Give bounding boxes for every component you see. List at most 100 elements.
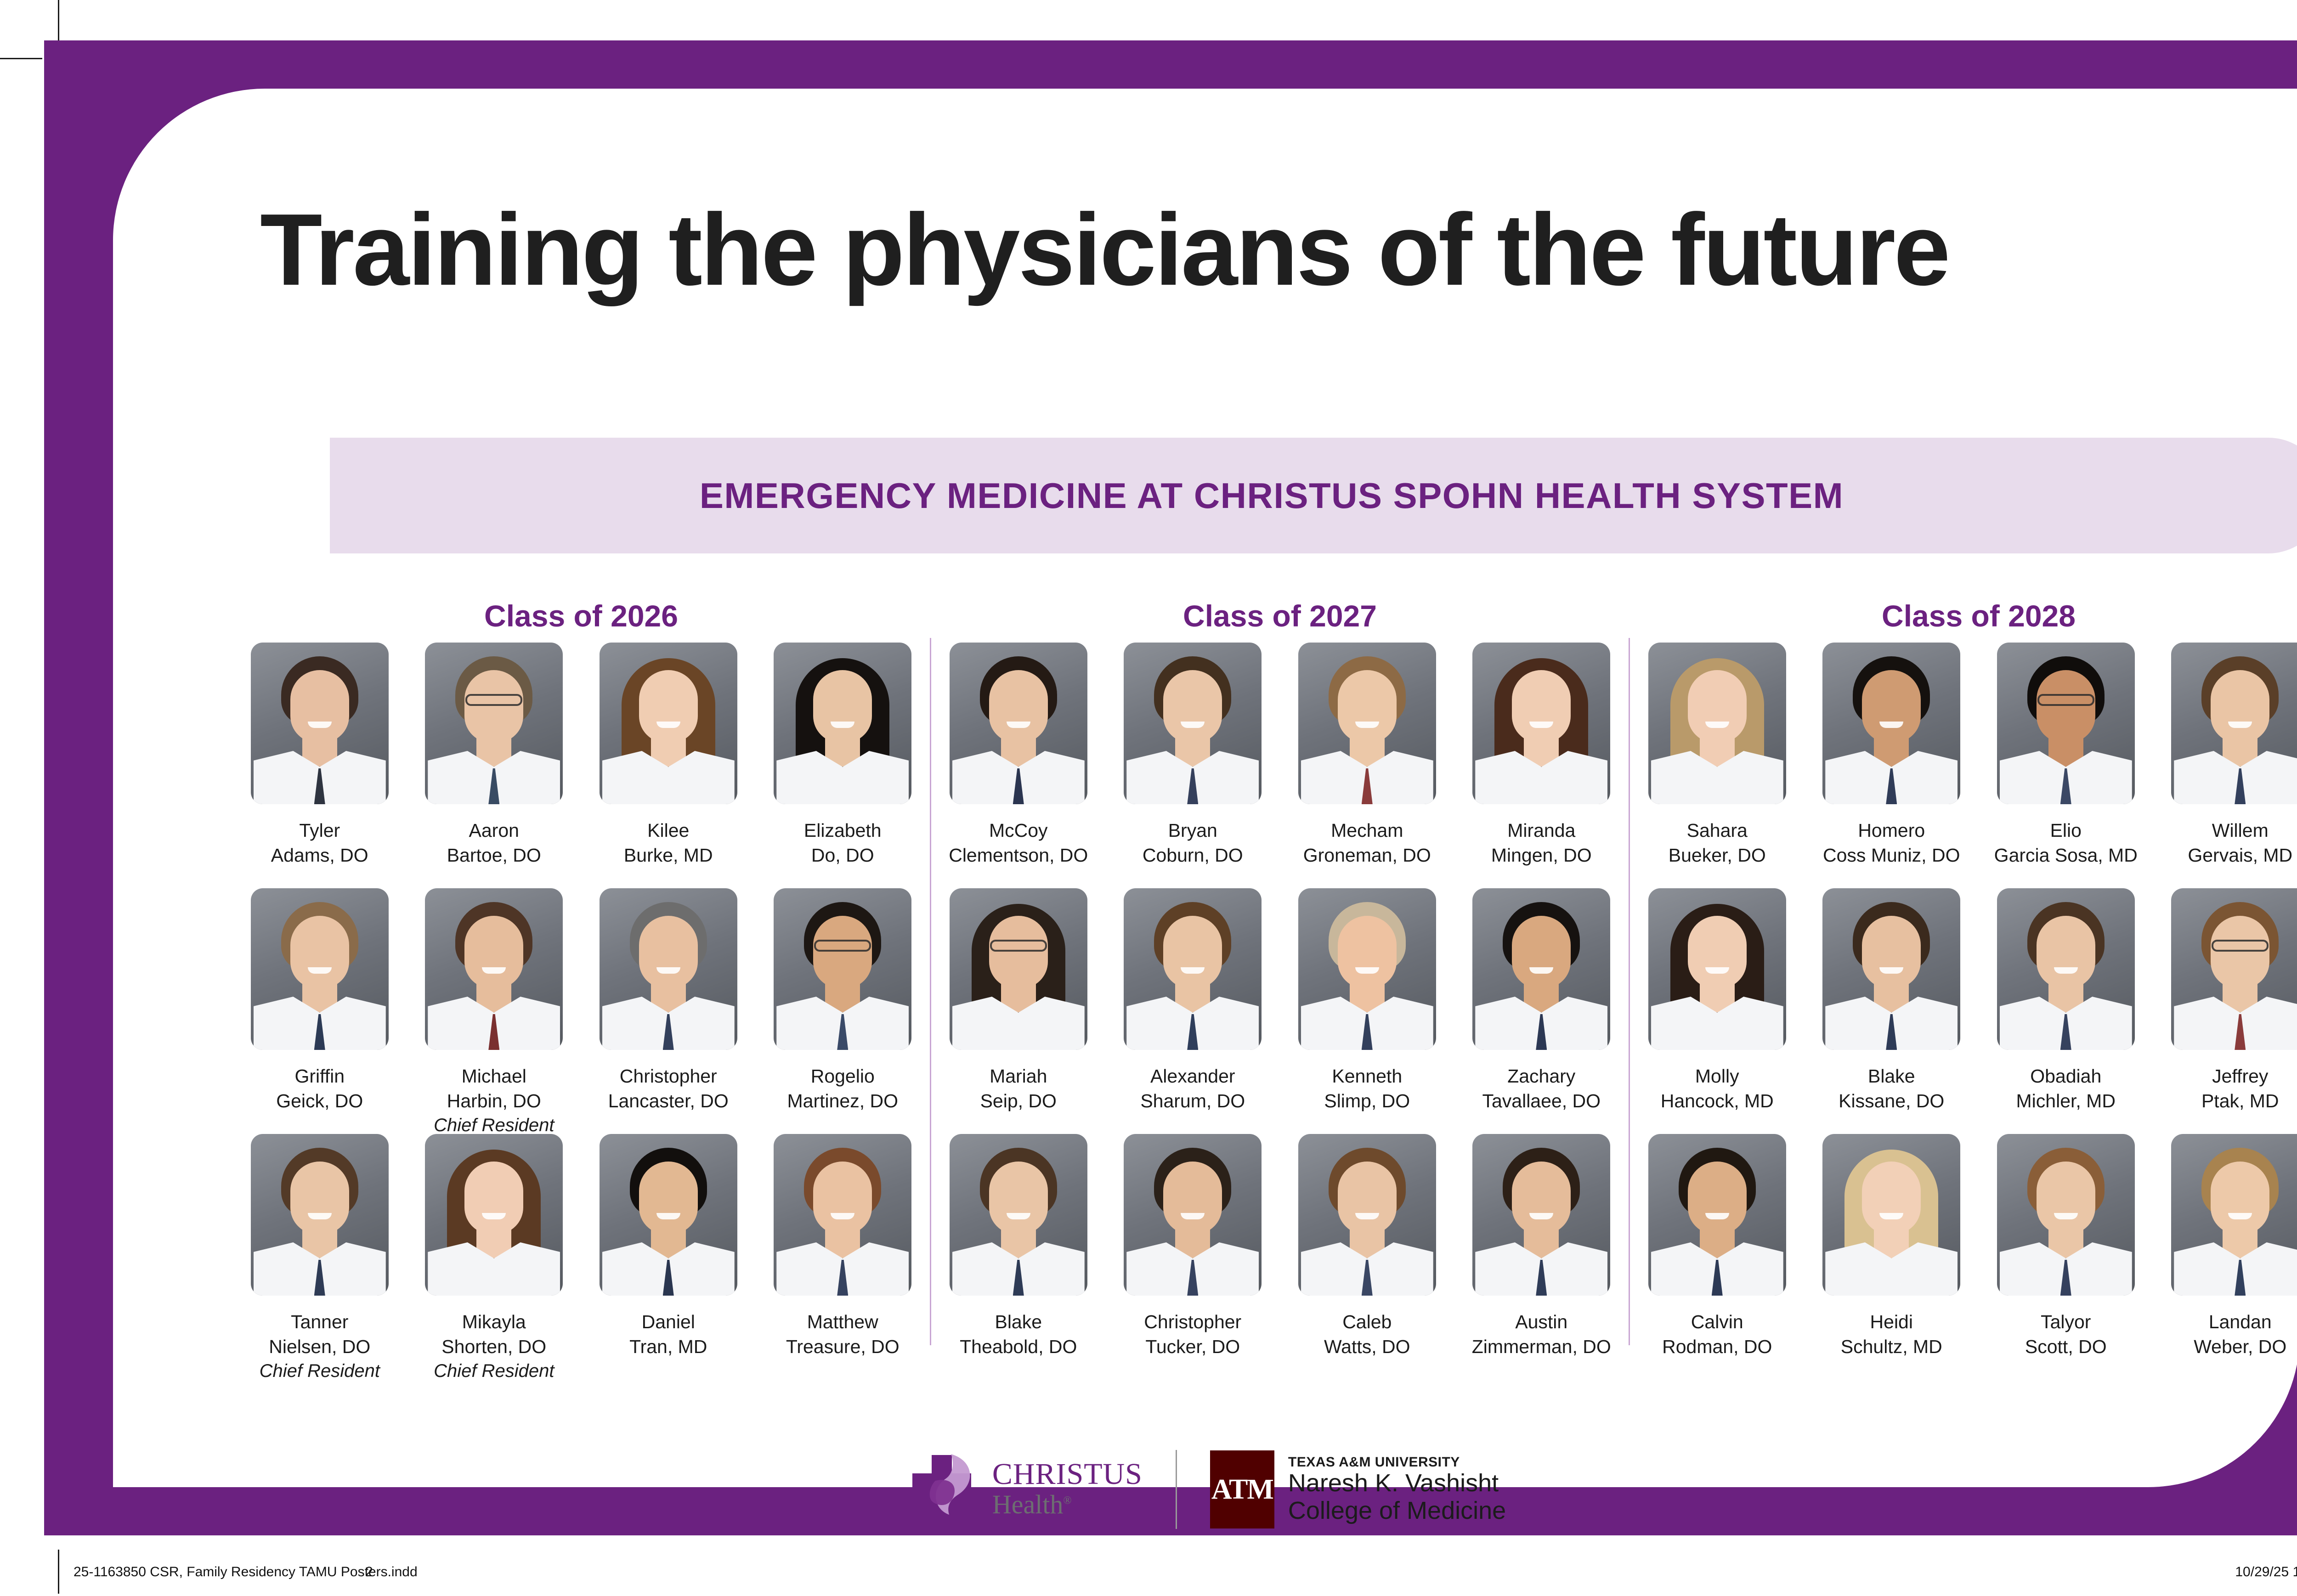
resident-last-name: Bartoe, DO (447, 845, 541, 866)
resident-last-name: Zimmerman, DO (1471, 1336, 1611, 1358)
resident-name-block: Heidi Schultz, MD (1805, 1309, 1979, 1359)
resident-card[interactable]: Calvin Rodman, DO (1630, 1134, 1805, 1380)
resident-last-name: Bueker, DO (1668, 845, 1766, 866)
resident-card[interactable]: Christopher Lancaster, DO (581, 888, 756, 1134)
resident-card[interactable]: Caleb Watts, DO (1280, 1134, 1454, 1380)
avatar-smile (1705, 722, 1729, 728)
resident-name-block: Mecham Groneman, DO (1280, 818, 1454, 868)
resident-card[interactable]: Landan Weber, DO (2153, 1134, 2297, 1380)
tamu-college-line: College of Medicine (1288, 1496, 1506, 1524)
resident-last-name: Watts, DO (1324, 1336, 1410, 1358)
resident-first-name: Molly (1695, 1066, 1739, 1087)
resident-name-block: Blake Theabold, DO (931, 1309, 1106, 1359)
avatar-face (2211, 916, 2270, 988)
resident-name-block: Kenneth Slimp, DO (1280, 1064, 1454, 1113)
texas-am-atm-icon: ATM (1210, 1450, 1274, 1528)
resident-card[interactable]: Talyor Scott, DO (1979, 1134, 2153, 1380)
avatar-glasses-icon (814, 940, 871, 952)
resident-first-name: McCoy (989, 820, 1048, 841)
resident-first-name: Kenneth (1332, 1066, 1403, 1087)
resident-card[interactable]: Kilee Burke, MD (581, 643, 756, 888)
avatar-smile (1879, 1213, 1904, 1219)
resident-first-name: Obadiah (2030, 1066, 2102, 1087)
resident-card[interactable]: Kenneth Slimp, DO (1280, 888, 1454, 1134)
resident-name-block: Austin Zimmerman, DO (1454, 1309, 1629, 1359)
resident-card[interactable]: Zachary Tavallaee, DO (1454, 888, 1629, 1134)
resident-last-name: Shorten, DO (441, 1336, 547, 1358)
resident-name-block: Michael Harbin, DO Chief Resident (407, 1064, 582, 1138)
resident-card[interactable]: McCoy Clementson, DO (931, 643, 1106, 888)
resident-last-name: Schultz, MD (1840, 1336, 1942, 1358)
resident-name-block: Bryan Coburn, DO (1106, 818, 1280, 868)
avatar-face (290, 670, 349, 743)
resident-role: Chief Resident (434, 1115, 554, 1136)
resident-card[interactable]: Blake Theabold, DO (931, 1134, 1106, 1380)
resident-name-block: Tanner Nielsen, DO Chief Resident (232, 1309, 407, 1383)
resident-card[interactable]: Alexander Sharum, DO (1106, 888, 1280, 1134)
resident-card[interactable]: Christopher Tucker, DO (1106, 1134, 1280, 1380)
avatar (1648, 888, 1786, 1050)
avatar-smile (1529, 1213, 1554, 1219)
avatar-smile (307, 722, 332, 728)
resident-name-block: Sahara Bueker, DO (1630, 818, 1805, 868)
resident-card[interactable]: Tyler Adams, DO (232, 643, 407, 888)
resident-card[interactable]: Tanner Nielsen, DO Chief Resident (232, 1134, 407, 1383)
resident-role: Chief Resident (434, 1361, 554, 1382)
resident-first-name: Kilee (647, 820, 690, 841)
resident-card[interactable]: Michael Harbin, DO Chief Resident (407, 888, 582, 1135)
avatar-smile (831, 722, 855, 728)
resident-name-block: Landan Weber, DO (2153, 1309, 2297, 1359)
resident-name-block: Miranda Mingen, DO (1454, 818, 1629, 868)
resident-card[interactable]: Daniel Tran, MD (581, 1134, 756, 1380)
resident-name-block: Mikayla Shorten, DO Chief Resident (407, 1309, 582, 1383)
resident-last-name: Geick, DO (276, 1090, 363, 1112)
avatar (1472, 1134, 1611, 1296)
resident-first-name: Landan (2208, 1311, 2272, 1332)
avatar (2171, 1134, 2297, 1296)
tamu-university-line: TEXAS A&M UNIVERSITY (1288, 1455, 1460, 1470)
resident-card[interactable]: Elizabeth Do, DO (756, 643, 930, 888)
resident-card[interactable]: Mariah Seip, DO (931, 888, 1106, 1134)
resident-card[interactable]: Matthew Treasure, DO (756, 1134, 930, 1380)
resident-card[interactable]: Bryan Coburn, DO (1106, 643, 1280, 888)
tamu-wordmark: TEXAS A&M UNIVERSITY Naresh K. Vashisht … (1288, 1455, 1506, 1524)
resident-first-name: Elizabeth (803, 820, 882, 841)
avatar-face (813, 1162, 872, 1234)
resident-card[interactable]: Elio Garcia Sosa, MD (1979, 643, 2153, 888)
avatar-smile (1705, 967, 1729, 974)
resident-card[interactable]: Homero Coss Muniz, DO (1805, 643, 1979, 888)
resident-card[interactable]: Jeffrey Ptak, MD (2153, 888, 2297, 1134)
resident-name-block: Alexander Sharum, DO (1106, 1064, 1280, 1113)
resident-card[interactable]: Mikayla Shorten, DO Chief Resident (407, 1134, 582, 1383)
resident-card[interactable]: Blake Kissane, DO (1805, 888, 1979, 1134)
resident-card[interactable]: Aaron Bartoe, DO (407, 643, 582, 888)
resident-card[interactable]: Willem Gervais, MD (2153, 643, 2297, 888)
resident-last-name: Mingen, DO (1491, 845, 1592, 866)
registered-mark-icon: ® (1063, 1494, 1072, 1507)
avatar-face (1163, 670, 1222, 743)
resident-last-name: Tran, MD (629, 1336, 707, 1358)
resident-first-name: Christopher (619, 1066, 717, 1087)
avatar-face (1862, 670, 1921, 743)
class-columns: Class of 2026 (232, 598, 2297, 1383)
avatar (1997, 1134, 2135, 1296)
resident-row: Blake Theabold, DO (931, 1134, 1629, 1380)
resident-card[interactable]: Austin Zimmerman, DO (1454, 1134, 1629, 1380)
resident-card[interactable]: Heidi Schultz, MD (1805, 1134, 1979, 1380)
resident-card[interactable]: Sahara Bueker, DO (1630, 643, 1805, 888)
avatar (2171, 888, 2297, 1050)
resident-first-name: Aaron (469, 820, 519, 841)
resident-last-name: Burke, MD (623, 845, 713, 866)
column-divider-right (1629, 638, 1630, 1345)
resident-last-name: Do, DO (811, 845, 874, 866)
resident-card[interactable]: Miranda Mingen, DO (1454, 643, 1629, 888)
resident-card[interactable]: Mecham Groneman, DO (1280, 643, 1454, 888)
job-code: 00-000000 (2240, 1539, 2297, 1552)
christus-name: CHRISTUS (992, 1457, 1143, 1491)
resident-card[interactable]: Obadiah Michler, MD (1979, 888, 2153, 1134)
resident-first-name: Blake (995, 1311, 1042, 1332)
resident-card[interactable]: Griffin Geick, DO (232, 888, 407, 1134)
resident-card[interactable]: Rogelio Martinez, DO (756, 888, 930, 1134)
avatar-smile (1529, 722, 1554, 728)
resident-card[interactable]: Molly Hancock, MD (1630, 888, 1805, 1134)
